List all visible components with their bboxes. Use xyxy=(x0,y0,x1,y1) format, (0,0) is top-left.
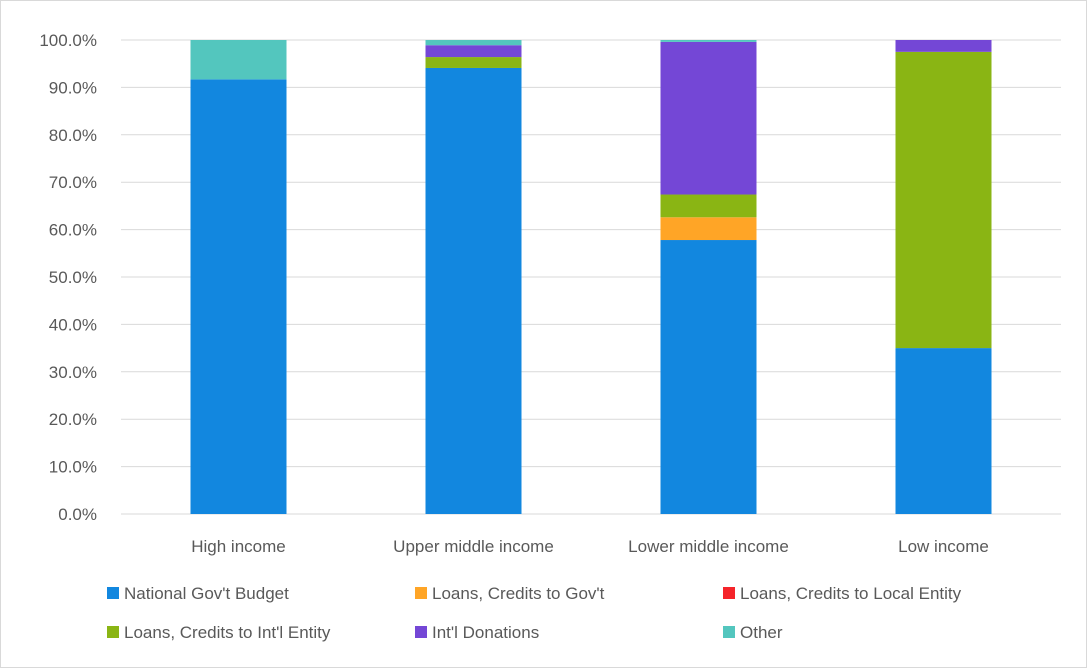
x-category-label: Low income xyxy=(898,537,989,556)
legend-item: Int'l Donations xyxy=(415,623,539,642)
y-tick-label: 10.0% xyxy=(49,458,97,477)
x-category-label: Lower middle income xyxy=(628,537,789,556)
legend-swatch xyxy=(723,626,735,638)
y-tick-label: 0.0% xyxy=(58,505,97,524)
bar-segment xyxy=(895,348,992,514)
y-tick-label: 100.0% xyxy=(39,31,97,50)
bar-segment xyxy=(425,45,522,58)
y-tick-label: 60.0% xyxy=(49,221,97,240)
bar-segment xyxy=(660,217,757,241)
y-axis-tick-labels: 0.0% 10.0% 20.0% 30.0% 40.0% 50.0% 60.0% 70.0% 8… xyxy=(39,31,97,524)
legend-label: Other xyxy=(740,623,783,642)
bar-segment xyxy=(895,51,992,349)
y-tick-label: 30.0% xyxy=(49,363,97,382)
bar-segment xyxy=(895,40,992,52)
legend-swatch xyxy=(107,587,119,599)
y-tick-label: 20.0% xyxy=(49,410,97,429)
bar-segment xyxy=(660,194,757,218)
legend-item: Loans, Credits to Int'l Entity xyxy=(107,623,331,642)
legend-swatch xyxy=(723,587,735,599)
legend-swatch xyxy=(415,587,427,599)
x-category-label: Upper middle income xyxy=(393,537,554,556)
y-tick-label: 70.0% xyxy=(49,173,97,192)
bar-segment xyxy=(190,79,287,514)
legend-label: Loans, Credits to Int'l Entity xyxy=(124,623,331,642)
legend-label: Int'l Donations xyxy=(432,623,539,642)
bar-segment xyxy=(425,67,522,514)
legend-item: National Gov't Budget xyxy=(107,584,289,603)
bar-segment xyxy=(425,40,522,46)
legend-item: Loans, Credits to Local Entity xyxy=(723,584,962,603)
y-tick-label: 50.0% xyxy=(49,268,97,287)
x-category-label: High income xyxy=(191,537,286,556)
bar-segment xyxy=(660,240,757,514)
legend-swatch xyxy=(107,626,119,638)
y-tick-label: 80.0% xyxy=(49,126,97,145)
bars xyxy=(190,40,992,514)
x-axis-category-labels: High income Upper middle income Lower midd… xyxy=(191,537,989,556)
y-tick-label: 90.0% xyxy=(49,78,97,97)
legend-label: National Gov't Budget xyxy=(124,584,289,603)
legend-item: Other xyxy=(723,623,783,642)
bar-segment xyxy=(425,57,522,68)
legend-label: Loans, Credits to Gov't xyxy=(432,584,605,603)
legend-item: Loans, Credits to Gov't xyxy=(415,584,605,603)
y-tick-label: 40.0% xyxy=(49,315,97,334)
bar-segment xyxy=(660,41,757,195)
legend-label: Loans, Credits to Local Entity xyxy=(740,584,962,603)
legend: National Gov't Budget Loans, Credits to G… xyxy=(107,584,962,642)
bar-segment xyxy=(190,40,287,80)
bar-segment xyxy=(660,40,757,42)
legend-swatch xyxy=(415,626,427,638)
